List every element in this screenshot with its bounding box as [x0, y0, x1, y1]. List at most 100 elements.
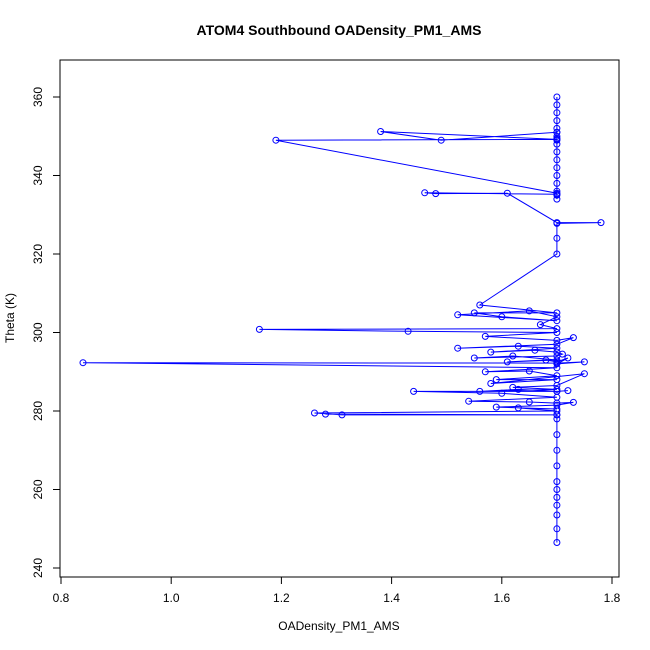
data-point — [514, 385, 522, 393]
data-point — [465, 397, 473, 405]
y-tick-label: 340 — [31, 165, 45, 185]
data-point — [498, 313, 506, 321]
data-point — [564, 387, 572, 395]
data-point — [525, 307, 533, 315]
data-point — [564, 354, 572, 362]
data-point — [553, 148, 561, 156]
data-point — [553, 446, 561, 454]
data-point — [553, 132, 561, 140]
data-point — [487, 348, 495, 356]
data-point — [553, 179, 561, 187]
data-point — [553, 325, 561, 333]
x-tick-label: 0.8 — [53, 591, 70, 605]
y-tick-label: 360 — [31, 87, 45, 107]
data-point — [553, 93, 561, 101]
series-line — [82, 97, 602, 543]
data-point — [272, 136, 280, 144]
data-point — [553, 344, 561, 352]
data-point — [553, 187, 561, 195]
data-point — [553, 478, 561, 486]
data-point — [476, 301, 484, 309]
data-point — [437, 136, 445, 144]
data-point — [470, 354, 478, 362]
data-point — [553, 525, 561, 533]
x-tick-label: 1.0 — [163, 591, 180, 605]
x-axis-label: OADensity_PM1_AMS — [278, 619, 399, 633]
y-axis-label: Theta (K) — [3, 293, 17, 343]
data-point — [322, 410, 329, 418]
data-point — [553, 372, 561, 380]
data-point — [553, 140, 561, 148]
data-point — [553, 431, 561, 439]
data-point — [553, 309, 561, 317]
data-point — [525, 398, 533, 406]
data-point — [503, 358, 511, 366]
data-point — [569, 334, 577, 342]
data-point — [553, 317, 561, 325]
data-point — [553, 511, 561, 519]
x-tick-label: 1.4 — [383, 591, 400, 605]
data-point — [553, 385, 561, 393]
data-point — [311, 409, 318, 417]
data-point — [553, 359, 561, 367]
data-point — [553, 156, 561, 164]
data-point — [536, 321, 544, 329]
data-point — [580, 370, 588, 378]
data-point — [553, 364, 561, 372]
data-point — [410, 387, 418, 395]
y-tick-label: 320 — [31, 244, 45, 264]
data-point — [481, 332, 489, 340]
data-point — [503, 189, 511, 197]
data-point — [377, 128, 385, 135]
chart-title: ATOM4 Southbound OADensity_PM1_AMS — [197, 22, 482, 38]
data-point — [553, 407, 561, 415]
data-point — [421, 189, 429, 197]
data-point — [79, 359, 87, 367]
data-point — [553, 340, 561, 348]
data-point — [553, 190, 561, 198]
x-tick-label: 1.6 — [493, 591, 510, 605]
data-point — [498, 389, 506, 397]
data-point — [338, 411, 346, 419]
data-point — [553, 493, 561, 501]
data-point — [553, 101, 561, 109]
x-tick-label: 1.2 — [273, 591, 290, 605]
data-point — [553, 124, 561, 132]
data-point — [525, 367, 533, 375]
data-point — [509, 352, 517, 360]
data-point — [553, 219, 561, 227]
data-point — [470, 309, 478, 317]
data-point — [492, 376, 500, 384]
series-lines — [82, 97, 602, 543]
data-point — [553, 234, 561, 242]
data-point — [542, 356, 550, 364]
data-point — [553, 109, 561, 117]
series-points — [79, 93, 605, 546]
data-point — [514, 342, 522, 350]
data-point — [553, 462, 561, 470]
data-point — [553, 172, 561, 179]
data-point — [492, 403, 500, 411]
data-point — [553, 411, 561, 419]
data-point — [553, 539, 561, 546]
data-point — [553, 250, 561, 258]
y-tick-label: 240 — [31, 558, 45, 578]
y-tick-label: 300 — [31, 322, 45, 342]
x-axis: 0.8 1.0 1.2 1.4 1.6 1.8 — [53, 576, 621, 605]
data-point — [553, 356, 561, 364]
data-point — [569, 398, 577, 406]
x-tick-label: 1.8 — [604, 591, 621, 605]
data-point — [553, 117, 561, 125]
y-tick-label: 260 — [31, 479, 45, 499]
data-point — [553, 329, 561, 336]
data-point — [553, 486, 561, 493]
data-point — [454, 344, 462, 352]
data-point — [531, 346, 539, 354]
data-point — [454, 311, 462, 319]
data-point — [553, 336, 561, 344]
data-point — [580, 358, 588, 366]
data-point — [553, 164, 561, 172]
data-point — [553, 128, 561, 136]
